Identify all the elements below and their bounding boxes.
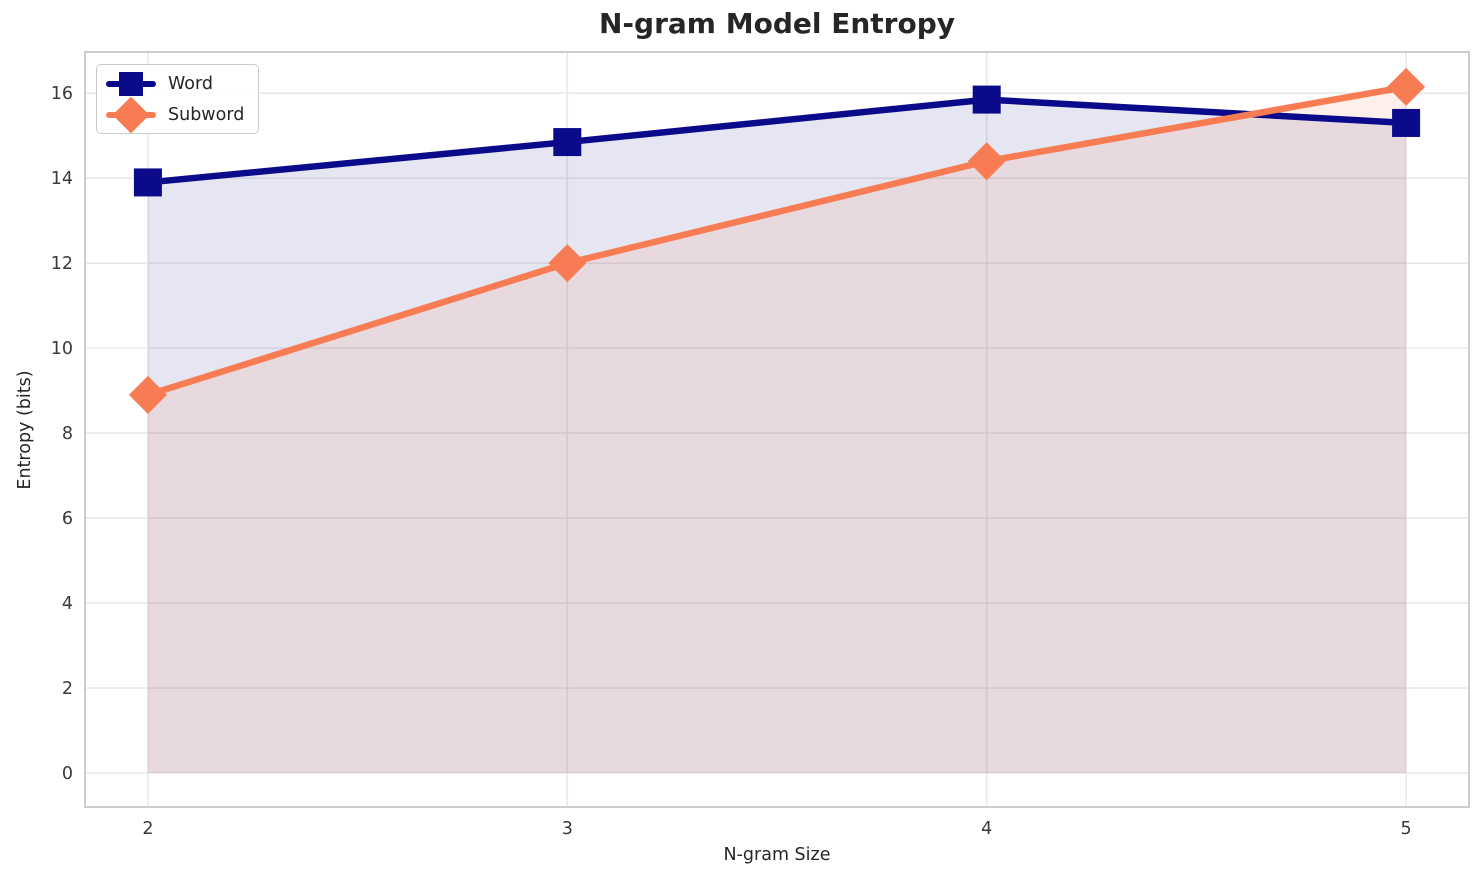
word-area-fill: [147, 99, 1407, 774]
y-tick-label-2: 2: [62, 679, 73, 699]
y-tick-label-0: 0: [62, 764, 73, 784]
subword-point-3: [548, 244, 587, 283]
plot-border: [84, 51, 1470, 808]
x-tick-label-4: 4: [981, 819, 992, 839]
x-tick-label-2: 2: [142, 819, 153, 839]
x-tick-label-5: 5: [1401, 819, 1412, 839]
subword-point-2: [128, 375, 167, 414]
word-line: [144, 96, 1410, 186]
word-square-swatch: [119, 72, 143, 96]
subword-diamond-swatch: [112, 96, 150, 134]
y-tick-label-12: 12: [51, 254, 73, 274]
legend-label-subword: Subword: [168, 104, 245, 125]
legend-label-word: Word: [168, 73, 213, 94]
y-tick-label-14: 14: [51, 169, 73, 189]
y-axis-label: Entropy (bits): [15, 370, 35, 490]
word-point-4: [972, 85, 1001, 114]
subword-area-fill: [147, 86, 1407, 774]
chart-title: N-gram Model Entropy: [599, 7, 955, 40]
x-tick-label-3: 3: [562, 819, 573, 839]
subword-line: [144, 83, 1410, 399]
word-point-5: [1392, 108, 1421, 137]
legend: Word Subword: [96, 64, 260, 134]
word-point-2: [133, 168, 162, 197]
square-marker-icon: [106, 69, 156, 98]
legend-item-word: Word: [106, 69, 244, 98]
y-tick-label-4: 4: [62, 594, 73, 614]
x-axis-label: N-gram Size: [723, 845, 831, 865]
subword-point-4: [967, 142, 1006, 181]
legend-item-subword: Subword: [106, 96, 245, 134]
y-tick-label-8: 8: [62, 424, 73, 444]
y-tick-label-16: 16: [51, 84, 73, 104]
word-point-3: [553, 128, 582, 157]
diamond-marker-icon: [106, 96, 156, 134]
subword-point-5: [1387, 67, 1426, 106]
y-tick-label-10: 10: [51, 339, 73, 359]
y-tick-label-6: 6: [62, 509, 73, 529]
